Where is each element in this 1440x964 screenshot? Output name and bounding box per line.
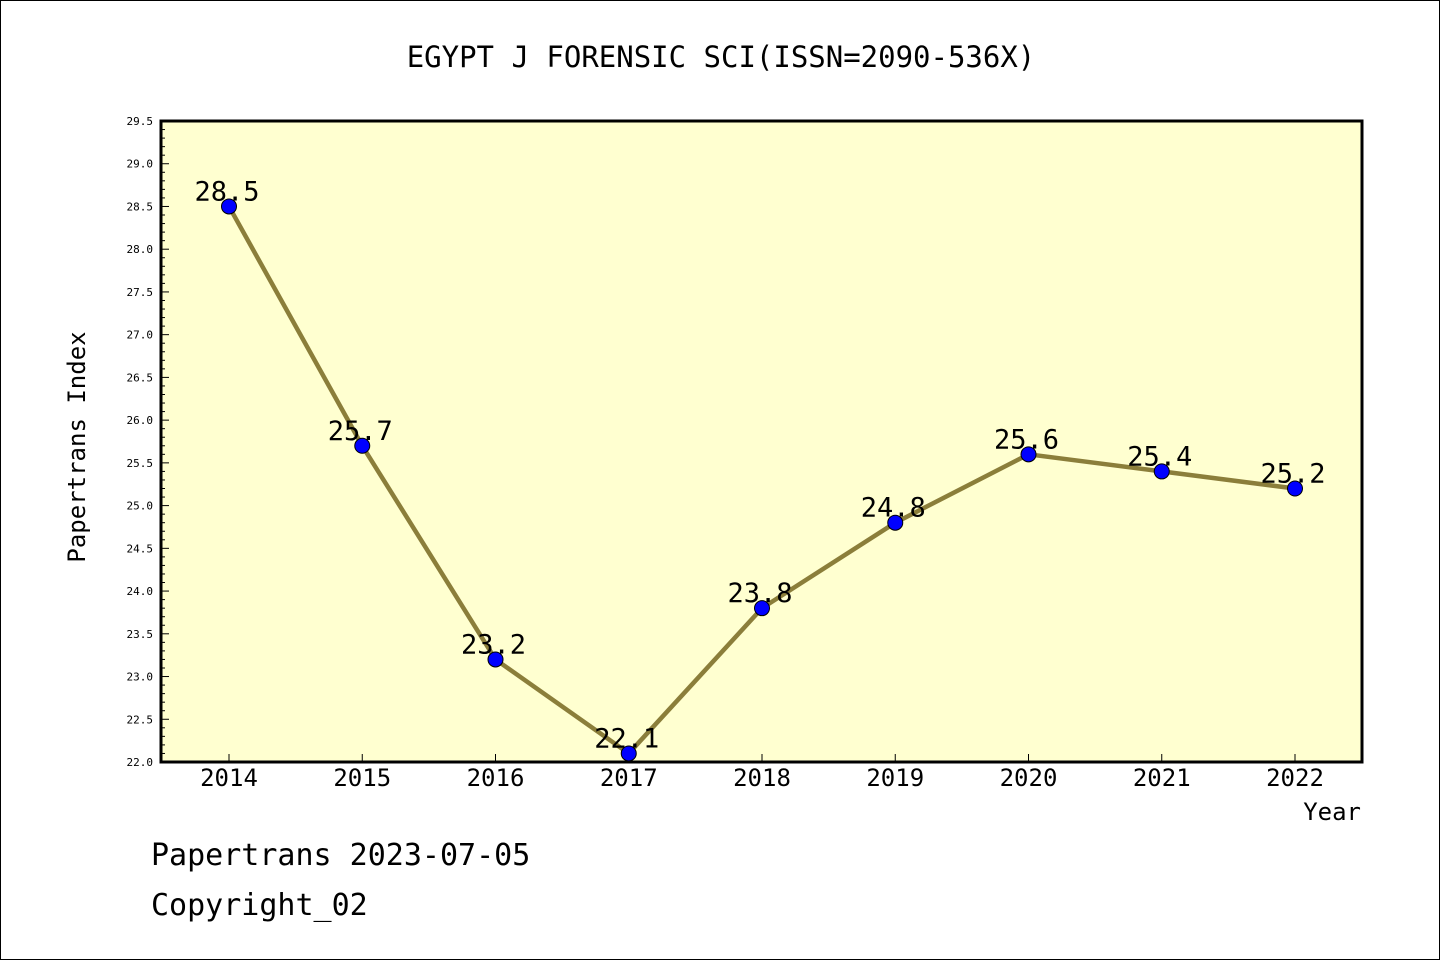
y-tick-label: 23.0 (127, 671, 154, 684)
y-tick-label: 28.5 (127, 200, 154, 213)
data-point (887, 514, 904, 531)
data-label: 24.8 (861, 493, 926, 524)
y-tick-label: 22.0 (127, 756, 154, 769)
footer-copyright: Copyright_02 (151, 888, 368, 923)
data-point (354, 437, 371, 454)
data-label: 23.8 (727, 578, 792, 609)
y-tick-label: 28.0 (127, 243, 154, 256)
x-tick-label: 2019 (866, 764, 924, 792)
data-point (487, 651, 504, 668)
data-label: 25.2 (1260, 459, 1325, 490)
data-point (1287, 480, 1303, 497)
y-tick-label: 24.0 (127, 585, 154, 598)
series-group: 28.5 25.7 23.2 22.1 23.8 24.8 25.6 25.4 25.2 (194, 176, 1326, 762)
data-label: 22.1 (594, 723, 659, 754)
data-point (1153, 463, 1170, 480)
chart-title: EGYPT J FORENSIC SCI(ISSN=2090-536X) (407, 40, 1036, 74)
footer-date: Papertrans 2023-07-05 (151, 838, 530, 873)
y-tick-label: 23.5 (127, 628, 154, 641)
data-label: 25.7 (328, 416, 393, 447)
y-axis-label: Papertrans Index (63, 331, 91, 562)
data-point (1020, 446, 1037, 463)
y-tick-label: 29.5 (127, 115, 154, 128)
x-axis-label: Year (1303, 798, 1361, 826)
y-tick-label: 29.0 (127, 158, 154, 171)
x-tick-label: 2021 (1133, 764, 1191, 792)
data-label: 23.2 (461, 629, 526, 660)
data-point (620, 745, 637, 762)
x-tick-label: 2018 (733, 764, 791, 792)
y-tick-label: 25.5 (127, 457, 154, 470)
data-label: 28.5 (194, 176, 259, 207)
y-tick-label: 27.5 (127, 286, 154, 299)
x-axis: 2014 2015 2016 2017 2018 2019 2020 2021 2022 (200, 754, 1324, 792)
x-tick-label: 2015 (333, 764, 391, 792)
x-tick-label: 2016 (467, 764, 525, 792)
data-label: 25.6 (994, 424, 1059, 455)
y-tick-label: 27.0 (127, 329, 154, 342)
data-point (221, 198, 237, 215)
y-tick-label: 25.0 (127, 500, 154, 513)
y-tick-label: 26.0 (127, 414, 154, 427)
x-tick-label: 2017 (600, 764, 658, 792)
data-point (754, 600, 770, 617)
y-tick-label: 24.5 (127, 542, 154, 555)
x-tick-label: 2014 (200, 764, 258, 792)
x-tick-label: 2022 (1266, 764, 1324, 792)
y-tick-label: 26.5 (127, 371, 154, 384)
data-label: 25.4 (1127, 441, 1192, 472)
y-axis: 22.0 22.5 23.0 23.5 24.0 24.5 25.0 25.5 26.0 26.5… (127, 115, 169, 769)
y-tick-label: 22.5 (127, 713, 154, 726)
x-tick-label: 2020 (1000, 764, 1058, 792)
